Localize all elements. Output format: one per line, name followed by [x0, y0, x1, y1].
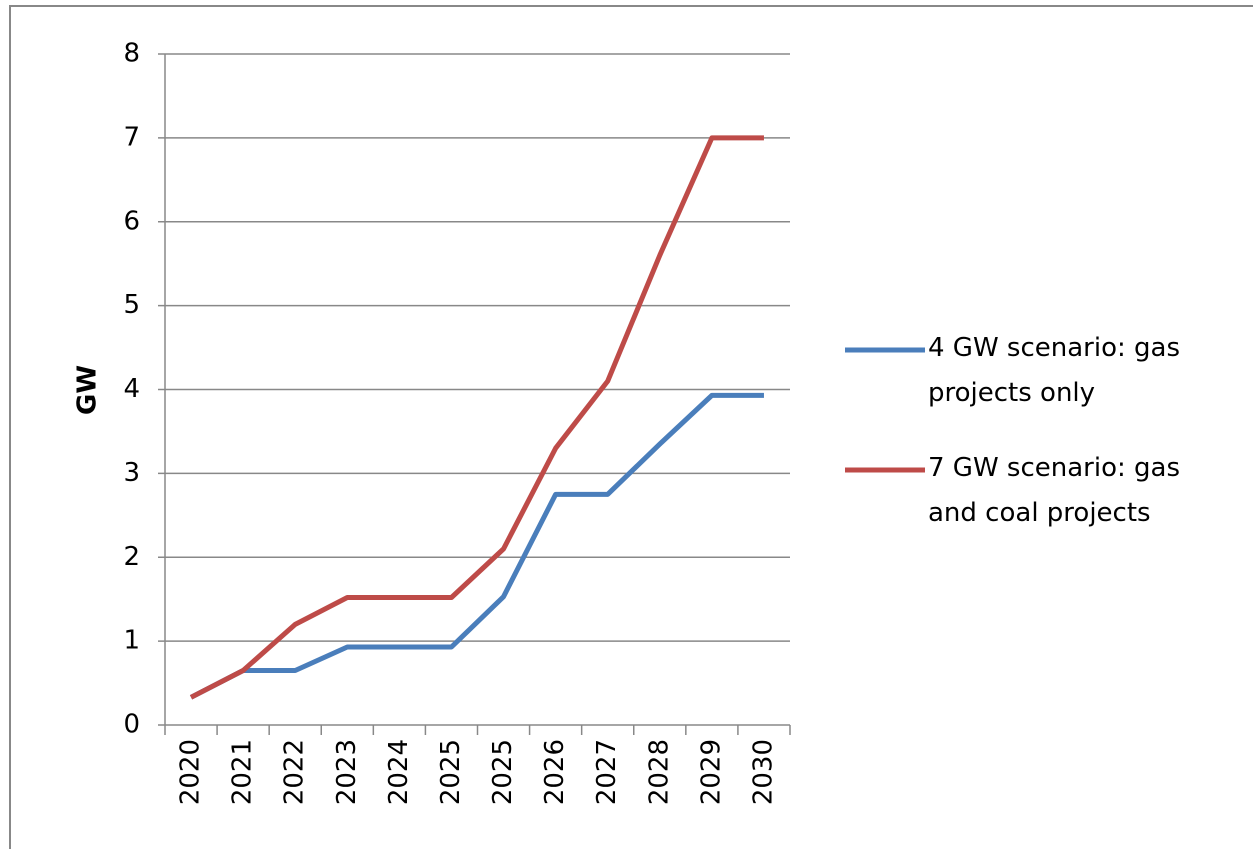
x-tick-label: 2020 [176, 739, 206, 805]
y-tick-label: 4 [123, 374, 140, 404]
x-tick-label: 2023 [332, 739, 362, 805]
y-tick-label: 2 [123, 542, 140, 572]
x-tick-label: 2025 [488, 739, 518, 805]
x-tick-label: 2025 [436, 739, 466, 805]
y-tick-label: 7 [123, 122, 140, 152]
x-tick-label: 2022 [280, 739, 310, 805]
y-tick-label: 5 [123, 290, 140, 320]
x-tick-label: 2027 [592, 739, 622, 805]
x-tick-label: 2024 [384, 739, 414, 805]
legend-label: 4 GW scenario: gas projects only [928, 333, 1181, 408]
x-tick-label: 2028 [644, 739, 674, 805]
x-tick-label: 2030 [748, 739, 778, 805]
series-line [189, 392, 764, 700]
legend-label: 7 GW scenario: gas and coal projects [928, 453, 1181, 528]
y-tick-label: 0 [123, 710, 140, 740]
y-tick-label: 3 [123, 458, 140, 488]
y-tick-label: 8 [123, 39, 140, 69]
x-tick-label: 2021 [228, 739, 258, 805]
y-axis-label: GW [73, 365, 103, 415]
y-tick-label: 6 [123, 206, 140, 236]
series-line [189, 135, 764, 700]
frame [9, 5, 1253, 849]
y-tick-label: 1 [123, 626, 140, 656]
x-tick-label: 2026 [540, 739, 570, 805]
x-tick-label: 2029 [696, 739, 726, 805]
